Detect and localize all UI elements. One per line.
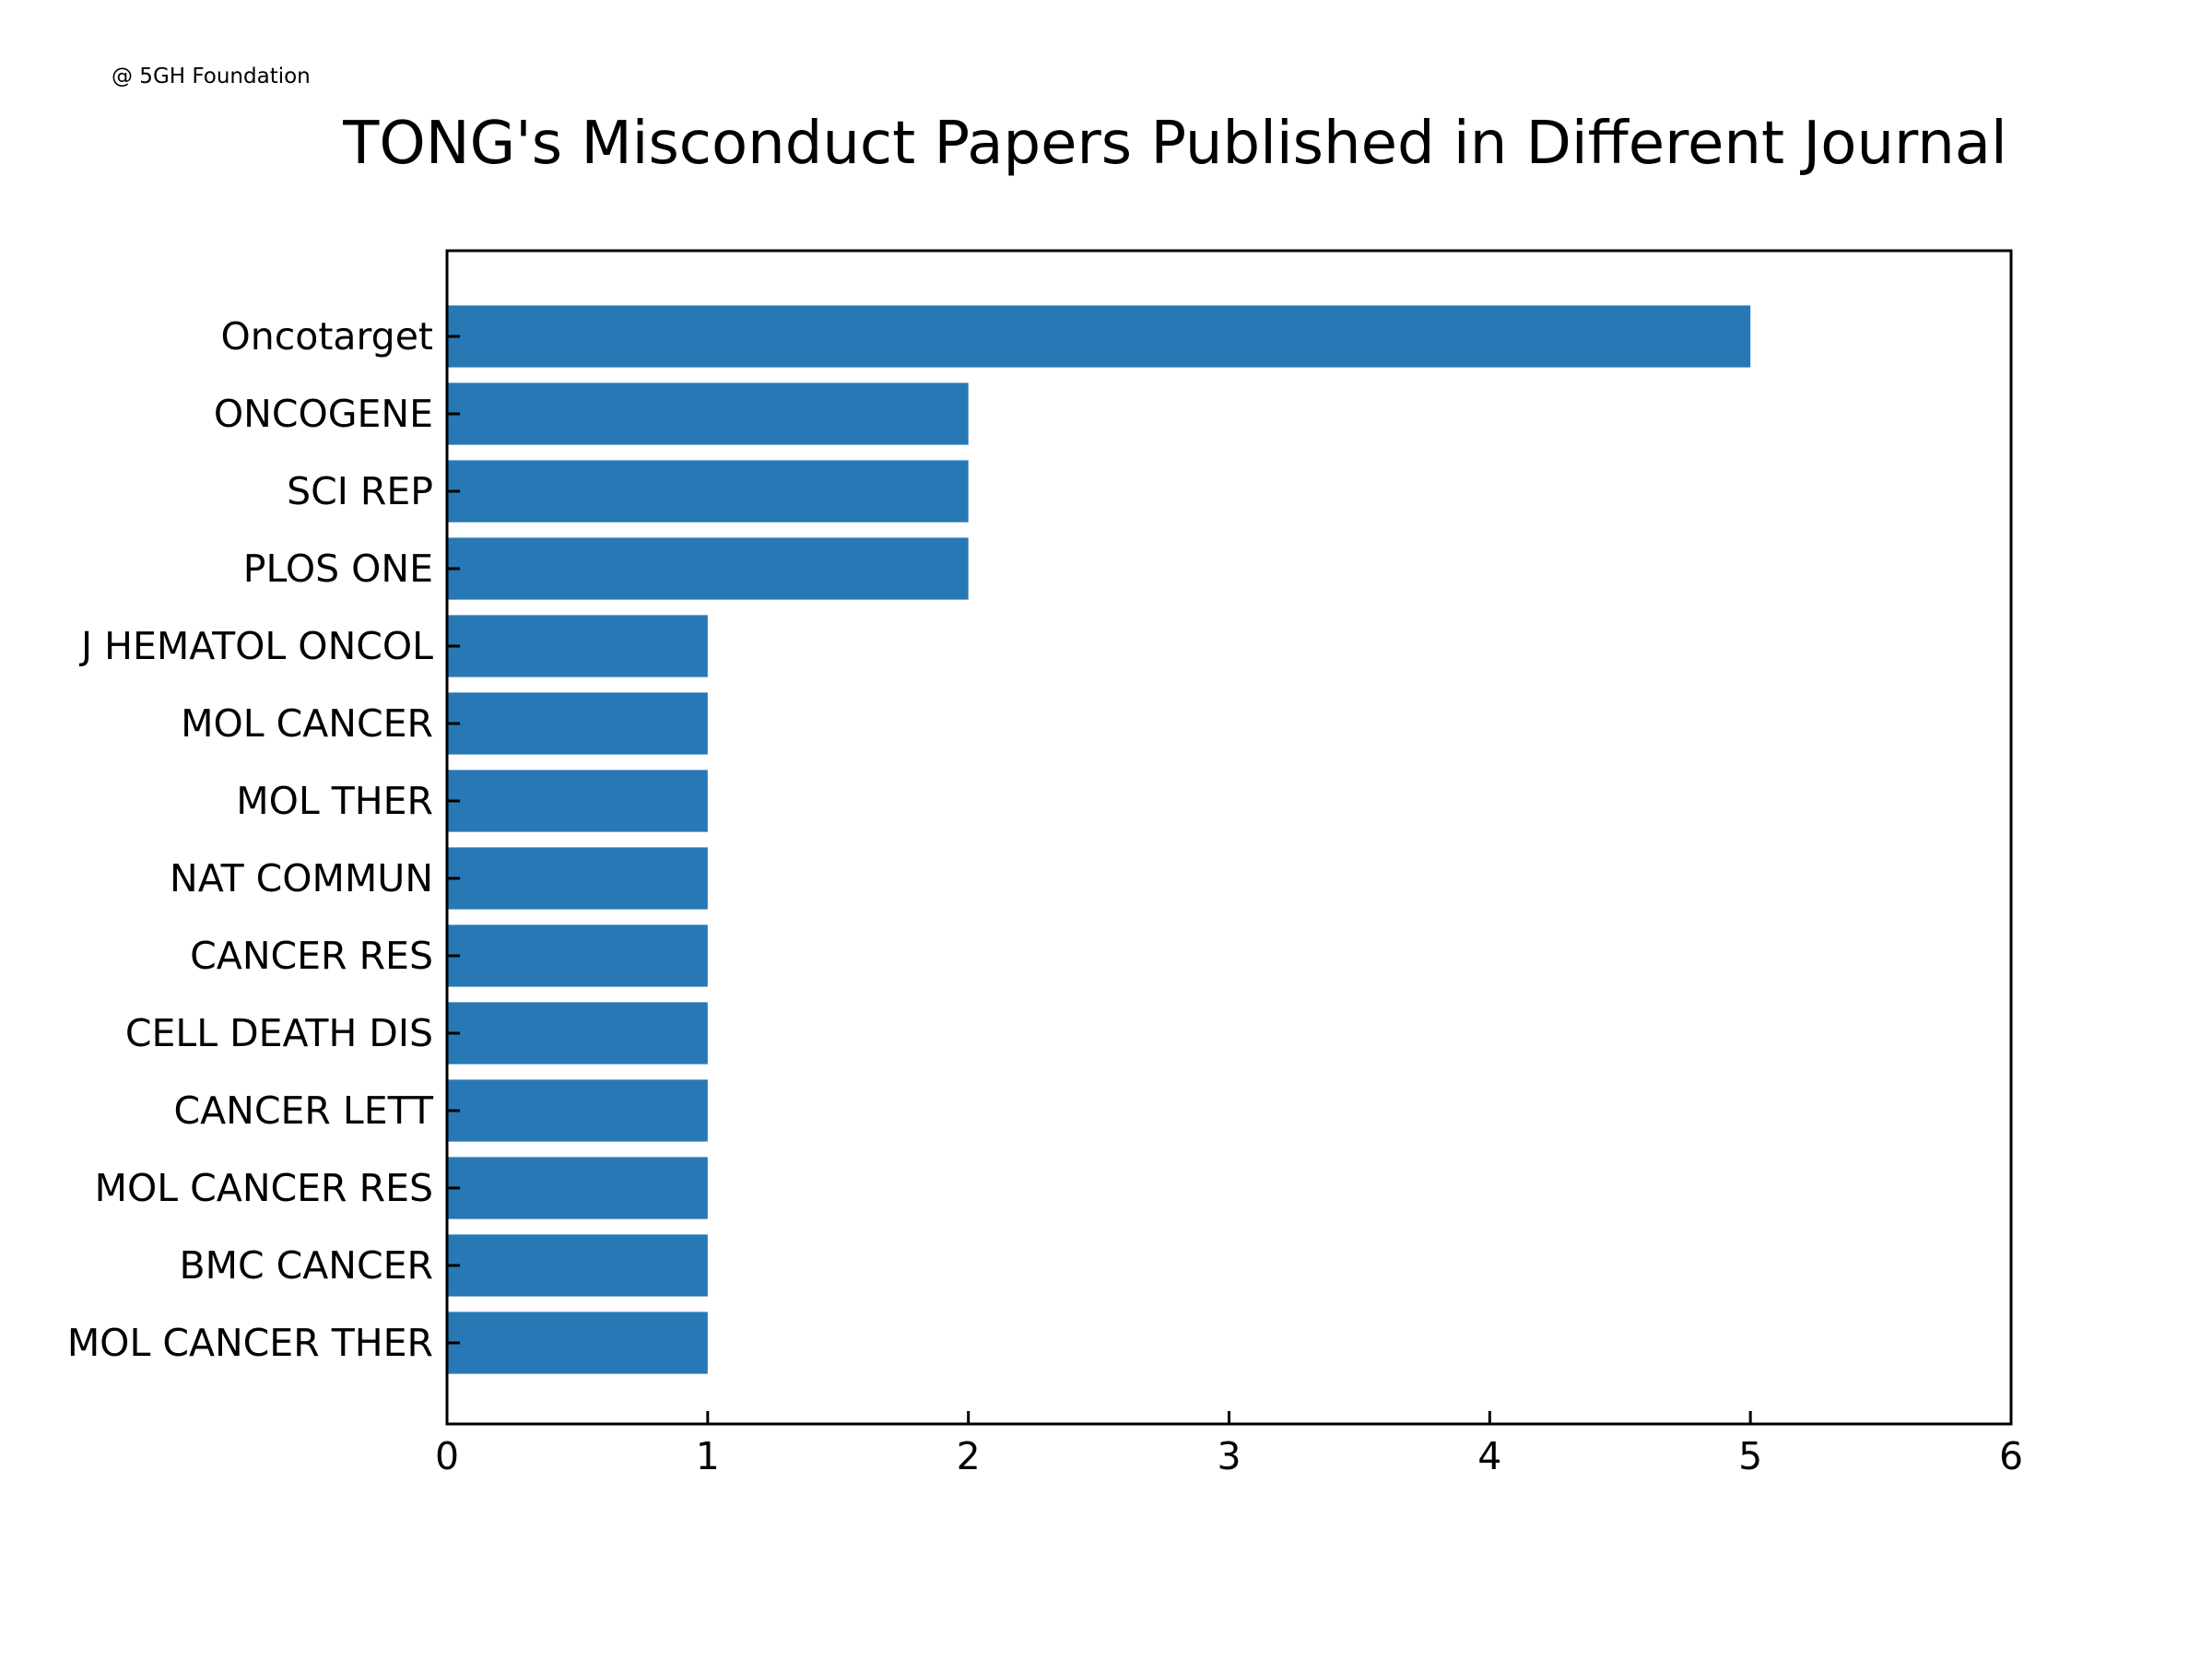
y-tick-label: SCI REP xyxy=(287,469,433,513)
bar-cancer-res xyxy=(447,924,708,987)
bar-sci-rep xyxy=(447,460,969,523)
bar-oncogene xyxy=(447,382,969,445)
x-tick-label: 6 xyxy=(1999,1434,2023,1478)
y-tick-label: PLOS ONE xyxy=(243,547,433,591)
y-tick-label: CELL DEATH DIS xyxy=(125,1011,433,1055)
bar-oncotarget xyxy=(447,305,1751,368)
bar-mol-cancer-ther xyxy=(447,1312,708,1374)
y-tick-label: MOL CANCER THER xyxy=(67,1321,433,1365)
y-tick-label: Oncotarget xyxy=(220,314,433,359)
x-tick-label: 0 xyxy=(435,1434,459,1478)
y-tick-label: MOL CANCER xyxy=(181,701,433,746)
y-tick-label: NAT COMMUN xyxy=(170,856,433,900)
y-tick-label: MOL CANCER RES xyxy=(95,1166,433,1210)
bar-nat-commun xyxy=(447,847,708,910)
y-tick-label: MOL THER xyxy=(236,779,433,823)
bar-cell-death-dis xyxy=(447,1002,708,1065)
x-tick-label: 5 xyxy=(1738,1434,1762,1478)
bar-mol-cancer-res xyxy=(447,1157,708,1219)
y-tick-label: CANCER LETT xyxy=(173,1088,433,1133)
bar-bmc-cancer xyxy=(447,1234,708,1297)
x-tick-label: 1 xyxy=(696,1434,720,1478)
x-tick-label: 2 xyxy=(957,1434,981,1478)
x-axis-ticks: 0 1 2 3 4 5 6 xyxy=(435,1411,2023,1478)
x-tick-label: 3 xyxy=(1217,1434,1241,1478)
bar-mol-ther xyxy=(447,770,708,832)
bar-plos-one xyxy=(447,537,969,600)
y-tick-label: BMC CANCER xyxy=(179,1243,433,1288)
y-axis-ticks: Oncotarget ONCOGENE SCI REP PLOS ONE J HEMAT… xyxy=(67,314,460,1365)
bar-mol-cancer xyxy=(447,692,708,755)
x-tick-label: 4 xyxy=(1477,1434,1501,1478)
chart-title: TONG's Misconduct Papers Published in Di… xyxy=(342,110,2007,178)
bars-group xyxy=(447,305,1751,1374)
bar-j-hematol-oncol xyxy=(447,615,708,677)
y-tick-label: CANCER RES xyxy=(190,934,433,978)
plot-frame xyxy=(445,249,2013,1426)
watermark-text: @ 5GH Foundation xyxy=(112,65,311,88)
bar-cancer-lett xyxy=(447,1079,708,1142)
y-tick-label: J HEMATOL ONCOL xyxy=(78,624,433,668)
y-tick-label: ONCOGENE xyxy=(214,392,433,436)
